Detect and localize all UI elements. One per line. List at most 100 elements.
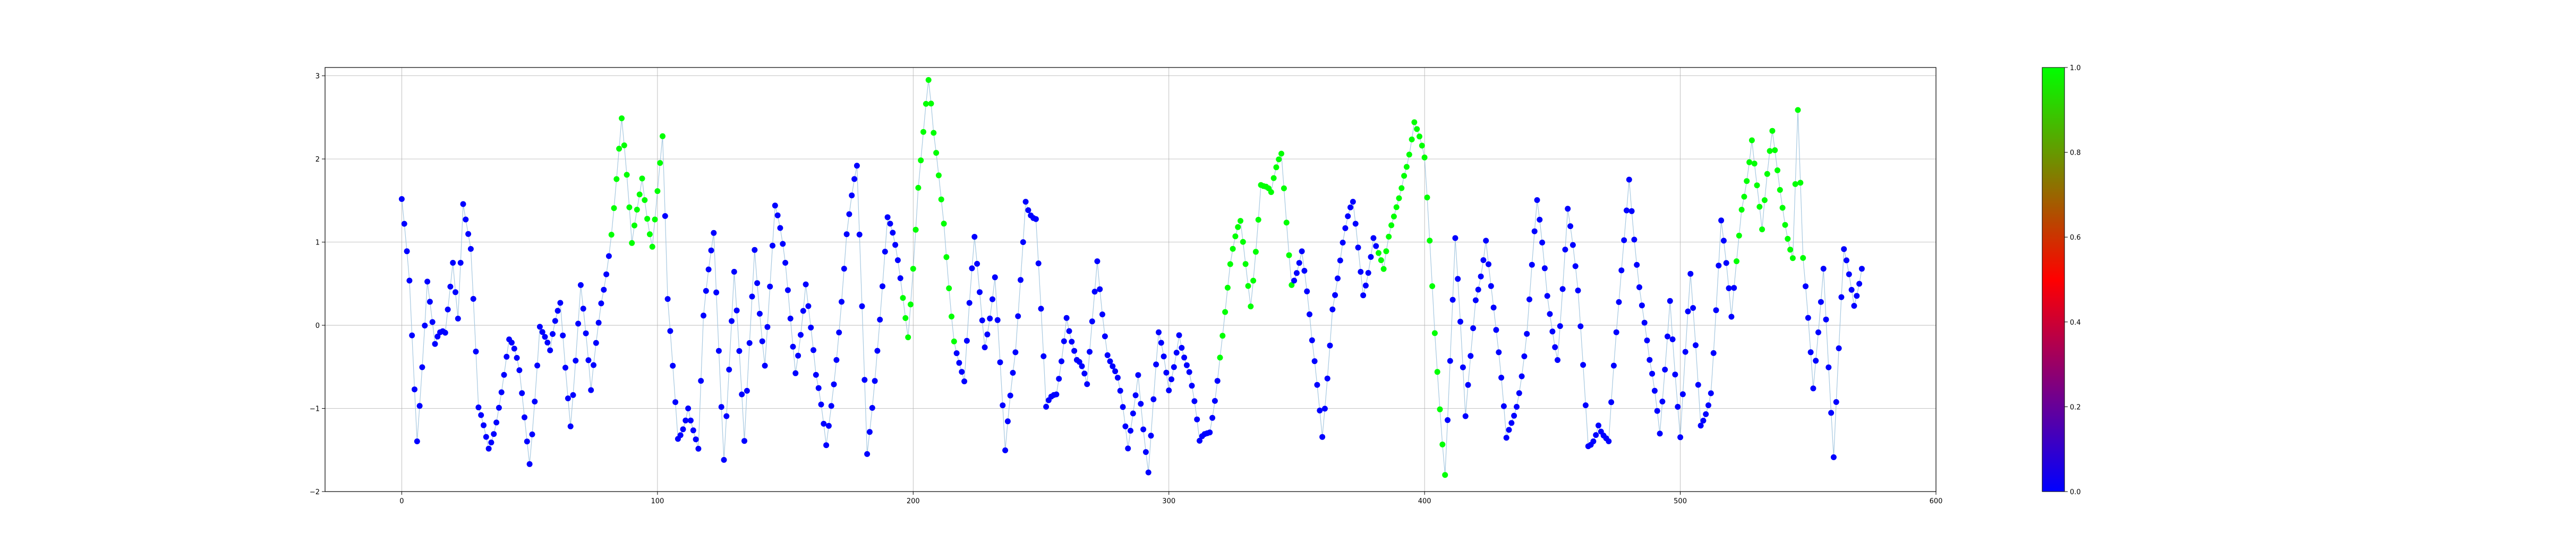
x-tick-label: 600	[1930, 497, 1943, 505]
data-point	[1365, 270, 1371, 276]
data-point	[890, 230, 896, 236]
data-point	[1695, 382, 1701, 388]
y-axis-ticks: −2 −1 0 1 2 3	[310, 73, 325, 496]
data-point-highlight	[905, 334, 911, 341]
data-point	[550, 331, 556, 337]
data-point	[1710, 350, 1717, 356]
data-point-highlight	[657, 160, 663, 166]
data-point	[1828, 410, 1835, 416]
data-point	[798, 332, 804, 338]
data-point-highlight	[1281, 185, 1287, 191]
data-point	[529, 431, 535, 437]
data-point	[664, 296, 671, 302]
data-point	[1621, 237, 1627, 243]
data-point	[703, 288, 709, 294]
data-point	[739, 391, 745, 398]
data-point	[401, 221, 407, 227]
data-point	[1669, 336, 1676, 342]
data-point	[1449, 297, 1456, 303]
data-point-highlight	[1388, 222, 1395, 229]
data-point	[1301, 268, 1308, 274]
data-point	[478, 412, 484, 418]
data-point	[1342, 225, 1349, 231]
data-point-highlight	[1787, 247, 1794, 253]
data-point	[1181, 354, 1188, 361]
data-point	[1580, 362, 1586, 368]
data-point	[1156, 329, 1162, 335]
data-point	[547, 347, 553, 353]
data-point-highlight	[1419, 142, 1425, 149]
data-point	[567, 423, 574, 429]
data-point	[841, 266, 847, 272]
data-point	[1207, 429, 1213, 436]
data-point-highlight	[928, 100, 934, 107]
data-point	[1519, 373, 1525, 379]
data-point	[777, 225, 783, 231]
data-point	[721, 456, 727, 463]
data-point	[601, 286, 607, 293]
data-point	[447, 283, 454, 290]
data-point	[1128, 428, 1133, 434]
data-point-highlight	[611, 205, 617, 212]
data-point-highlight	[1386, 233, 1392, 240]
data-point	[1534, 197, 1540, 203]
data-point	[1012, 349, 1019, 356]
data-point-highlight	[910, 266, 916, 272]
data-point	[1094, 258, 1101, 265]
data-point-highlight	[629, 240, 635, 246]
data-point-highlight	[1431, 330, 1438, 336]
data-point-highlight	[1396, 195, 1402, 201]
data-point	[1183, 362, 1190, 368]
data-point	[982, 344, 988, 351]
data-point	[1667, 298, 1673, 304]
data-point	[803, 281, 809, 288]
data-point	[1317, 408, 1323, 413]
data-point	[869, 405, 875, 411]
data-point-highlight	[900, 295, 906, 301]
data-point	[1332, 292, 1338, 298]
data-point	[1189, 383, 1195, 389]
data-point-highlight	[634, 207, 640, 213]
data-point	[851, 176, 858, 182]
data-point	[670, 362, 676, 369]
data-point	[992, 274, 998, 281]
colorbar	[2042, 67, 2065, 492]
data-point	[701, 312, 706, 319]
data-point	[831, 381, 837, 387]
data-point	[1654, 408, 1660, 414]
data-point	[409, 332, 415, 339]
data-point	[1636, 284, 1642, 290]
colorbar-tick-label: 0.8	[2070, 149, 2081, 157]
data-point	[1524, 331, 1530, 337]
data-point	[1173, 350, 1180, 356]
data-point	[1493, 327, 1499, 333]
data-point	[565, 395, 571, 402]
data-point	[1056, 376, 1062, 382]
data-point	[1355, 244, 1361, 251]
data-point	[1010, 370, 1016, 376]
data-point	[1191, 398, 1198, 404]
data-point-highlight	[1250, 277, 1257, 284]
data-point	[866, 429, 873, 435]
data-point-highlight	[1769, 128, 1776, 134]
data-point	[1145, 469, 1151, 476]
data-point-highlight	[1746, 159, 1753, 165]
data-point	[767, 283, 773, 290]
data-point	[872, 378, 878, 384]
data-point	[1570, 242, 1576, 248]
data-point	[511, 345, 517, 352]
data-point	[1447, 358, 1453, 364]
data-point	[966, 300, 973, 306]
data-point	[1634, 261, 1640, 268]
data-point-highlight	[949, 314, 954, 320]
data-point	[1690, 305, 1696, 311]
data-point-highlight	[908, 301, 914, 308]
data-point	[690, 427, 696, 434]
data-point	[672, 399, 679, 405]
data-point	[1641, 319, 1648, 326]
data-point	[1613, 329, 1619, 335]
data-point-highlight	[933, 150, 940, 156]
data-point	[1179, 345, 1185, 351]
data-point	[524, 438, 530, 445]
x-tick-label: 400	[1418, 497, 1431, 505]
